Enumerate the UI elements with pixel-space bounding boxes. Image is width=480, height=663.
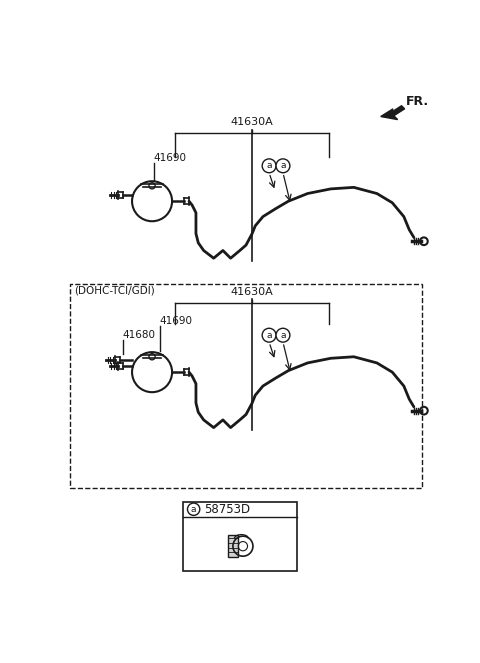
Text: a: a <box>280 161 286 170</box>
Text: 41690: 41690 <box>160 316 193 326</box>
Text: 41630A: 41630A <box>231 117 274 127</box>
Text: a: a <box>191 505 196 514</box>
Circle shape <box>276 328 290 342</box>
Circle shape <box>188 503 200 515</box>
Polygon shape <box>381 105 405 119</box>
Circle shape <box>276 159 290 173</box>
Text: 58753D: 58753D <box>204 503 251 516</box>
Circle shape <box>262 328 276 342</box>
Text: 41630A: 41630A <box>231 286 274 297</box>
Bar <box>71 284 421 488</box>
Text: FR.: FR. <box>406 95 429 107</box>
Text: a: a <box>266 331 272 339</box>
Text: (DOHC-TCI/GDI): (DOHC-TCI/GDI) <box>74 286 155 296</box>
Text: a: a <box>266 161 272 170</box>
Text: 41680: 41680 <box>123 330 156 340</box>
Bar <box>228 536 238 557</box>
Text: a: a <box>280 331 286 339</box>
Bar <box>183 501 297 571</box>
Circle shape <box>262 159 276 173</box>
Text: 41690: 41690 <box>154 152 187 162</box>
